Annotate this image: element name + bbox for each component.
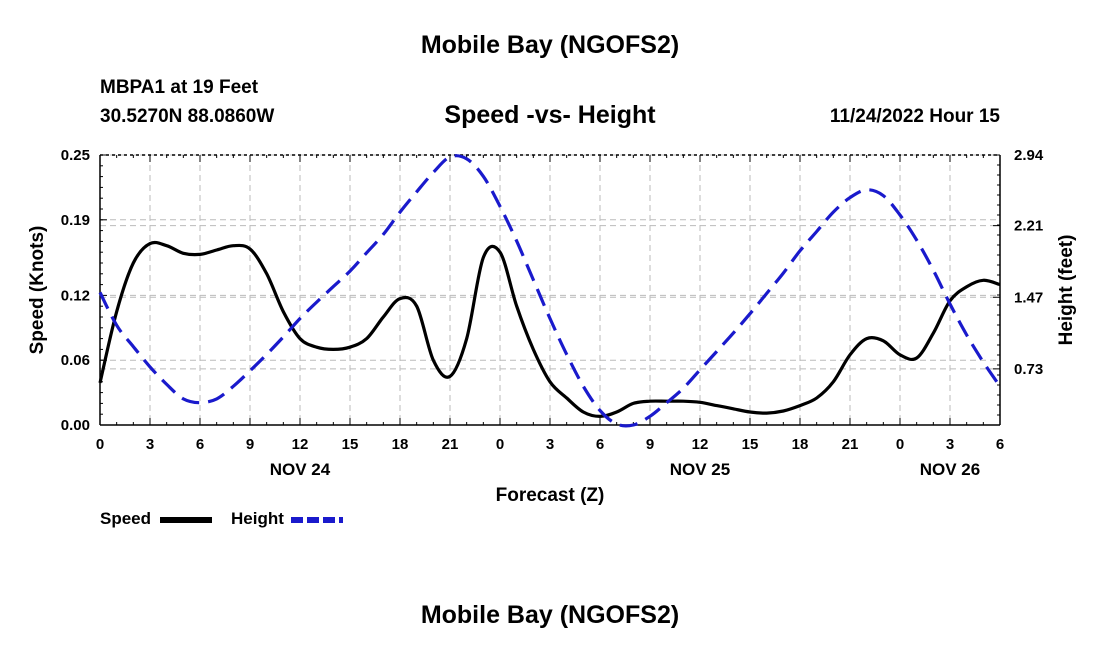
forecast-timestamp: 11/24/2022 Hour 15 bbox=[829, 106, 1000, 127]
legend-speed-label: Speed bbox=[100, 509, 152, 528]
x-tick-label: 3 bbox=[546, 436, 554, 453]
x-tick-label: 3 bbox=[946, 436, 954, 453]
x-tick-label: 21 bbox=[842, 436, 859, 453]
legend-height-label: Height bbox=[231, 509, 284, 528]
y2-tick-label: 0.73 bbox=[1014, 361, 1043, 378]
date-label: NOV 24 bbox=[270, 460, 331, 479]
y-tick-label: 0.06 bbox=[61, 352, 90, 369]
y2-tick-label: 2.94 bbox=[1014, 147, 1044, 164]
x-tick-label: 15 bbox=[342, 436, 359, 453]
y-tick-label: 0.19 bbox=[61, 212, 90, 229]
y-axis-label: Speed (Knots) bbox=[27, 226, 48, 355]
labels: 0 3 6 9 12 15 18 21 0 3 6 9 12 15 18 21 0 3 6 0.00 0.06 0.12 0… bbox=[27, 147, 1077, 506]
x-tick-label: 6 bbox=[996, 436, 1004, 453]
x-tick-label: 6 bbox=[596, 436, 604, 453]
date-label: NOV 25 bbox=[670, 460, 730, 479]
page-title: Mobile Bay (NGOFS2) bbox=[420, 31, 680, 59]
y-tick-label: 0.25 bbox=[61, 147, 90, 164]
y-tick-label: 0.00 bbox=[61, 417, 90, 434]
x-tick-label: 6 bbox=[196, 436, 204, 453]
axes bbox=[99, 154, 1001, 426]
x-tick-label: 0 bbox=[496, 436, 504, 453]
x-tick-label: 18 bbox=[792, 436, 809, 453]
grid bbox=[100, 154, 1000, 425]
x-tick-label: 9 bbox=[246, 436, 254, 453]
x-tick-label: 15 bbox=[742, 436, 759, 453]
station-label: MBPA1 at 19 Feet bbox=[100, 77, 259, 98]
chart-title: Speed -vs- Height bbox=[444, 101, 656, 129]
x-axis-label: Forecast (Z) bbox=[496, 485, 605, 506]
x-tick-label: 12 bbox=[292, 436, 309, 453]
bottom-title: Mobile Bay (NGOFS2) bbox=[420, 601, 680, 629]
x-tick-label: 0 bbox=[896, 436, 904, 453]
x-tick-label: 18 bbox=[392, 436, 409, 453]
y-tick-label: 0.12 bbox=[61, 287, 90, 304]
date-label: NOV 26 bbox=[920, 460, 980, 479]
y2-tick-label: 1.47 bbox=[1014, 289, 1043, 306]
x-tick-label: 0 bbox=[96, 436, 104, 453]
y2-tick-label: 2.21 bbox=[1014, 218, 1043, 235]
x-tick-label: 3 bbox=[146, 436, 154, 453]
station-coords: 30.5270N 88.0860W bbox=[100, 106, 275, 127]
series-line-speed bbox=[98, 240, 1001, 418]
x-tick-label: 21 bbox=[442, 436, 459, 453]
x-tick-label: 12 bbox=[692, 436, 709, 453]
series-layer bbox=[98, 154, 1002, 428]
series-line-height bbox=[98, 154, 1002, 428]
x-tick-label: 9 bbox=[646, 436, 654, 453]
y2-axis-label: Height (feet) bbox=[1056, 235, 1077, 346]
